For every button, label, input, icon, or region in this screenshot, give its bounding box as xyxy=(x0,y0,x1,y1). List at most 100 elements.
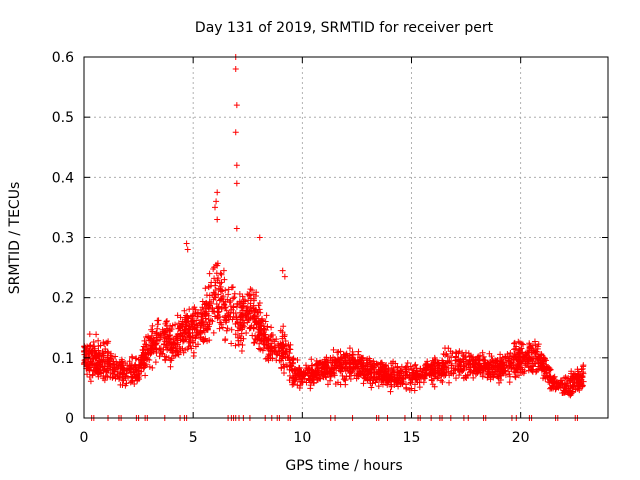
data-point xyxy=(289,381,296,388)
data-point xyxy=(424,358,431,365)
data-point xyxy=(370,358,377,365)
data-point xyxy=(239,303,246,310)
data-point xyxy=(132,363,139,370)
data-point xyxy=(367,370,374,377)
data-point-spike xyxy=(232,129,239,136)
data-point xyxy=(434,367,441,374)
data-point xyxy=(175,320,182,327)
data-point xyxy=(87,342,94,349)
data-points xyxy=(81,54,587,421)
data-point xyxy=(394,369,401,376)
data-point xyxy=(442,351,449,358)
data-point xyxy=(290,356,297,363)
data-point xyxy=(409,376,416,382)
data-point xyxy=(237,316,244,323)
data-point xyxy=(358,357,365,364)
x-tick-label: 0 xyxy=(80,430,89,446)
data-point xyxy=(417,368,424,375)
data-point xyxy=(213,270,220,277)
data-point xyxy=(451,367,458,374)
data-point xyxy=(228,326,235,333)
data-point xyxy=(166,336,173,343)
data-point-spike xyxy=(183,240,190,247)
data-point xyxy=(458,359,465,366)
data-point xyxy=(188,319,195,326)
data-point xyxy=(516,350,523,357)
data-point xyxy=(272,344,279,351)
data-point xyxy=(538,364,545,371)
data-point xyxy=(142,372,149,379)
data-point xyxy=(282,337,289,344)
data-point-spike xyxy=(256,234,263,241)
data-point xyxy=(330,346,337,353)
data-point-spike xyxy=(279,267,286,274)
data-point xyxy=(206,302,213,309)
data-point xyxy=(435,359,442,366)
data-point xyxy=(304,366,311,373)
data-point xyxy=(187,342,194,349)
data-point xyxy=(533,355,540,362)
data-point xyxy=(547,366,554,373)
data-point-spike xyxy=(232,66,239,73)
data-point-spike xyxy=(184,246,191,253)
data-point xyxy=(109,373,116,380)
data-point xyxy=(466,369,473,376)
data-point xyxy=(375,383,382,390)
data-point-spike xyxy=(214,189,221,196)
data-point xyxy=(190,349,197,356)
data-point xyxy=(220,267,227,274)
data-point xyxy=(145,347,152,354)
data-point xyxy=(414,371,421,378)
data-point xyxy=(232,331,239,338)
data-point xyxy=(424,363,431,370)
data-point xyxy=(251,308,258,315)
data-point xyxy=(408,385,415,392)
data-point xyxy=(287,362,294,369)
data-point xyxy=(157,330,164,337)
data-point xyxy=(206,270,213,277)
data-point xyxy=(227,303,234,310)
data-point xyxy=(444,359,451,366)
data-point xyxy=(238,347,245,354)
data-point xyxy=(194,313,201,320)
data-point xyxy=(294,356,301,363)
data-point xyxy=(112,353,119,360)
data-point xyxy=(206,302,213,309)
data-point xyxy=(218,271,225,278)
data-point xyxy=(163,353,170,360)
data-point xyxy=(297,382,304,389)
data-point xyxy=(422,375,429,382)
data-point xyxy=(245,291,252,298)
data-point xyxy=(258,323,265,330)
data-point xyxy=(211,290,218,297)
data-point xyxy=(176,325,183,332)
data-point xyxy=(230,295,237,302)
data-point xyxy=(507,350,514,357)
data-point xyxy=(117,381,124,388)
data-point xyxy=(215,285,222,292)
data-point xyxy=(222,319,229,326)
data-point xyxy=(152,359,159,366)
data-point xyxy=(268,324,275,331)
data-point xyxy=(366,355,373,362)
data-point xyxy=(247,325,254,332)
data-point xyxy=(315,364,322,371)
data-point xyxy=(101,377,108,384)
data-point xyxy=(428,377,435,384)
data-point xyxy=(534,349,541,356)
data-point xyxy=(127,369,134,376)
y-tick-label: 0 xyxy=(65,411,74,427)
data-point xyxy=(311,380,318,387)
data-point xyxy=(107,361,114,368)
data-point xyxy=(454,363,461,370)
data-point xyxy=(442,364,449,371)
data-point xyxy=(498,365,505,372)
data-point xyxy=(235,341,242,348)
data-point xyxy=(85,355,92,362)
data-point xyxy=(261,335,268,342)
data-point xyxy=(238,311,245,318)
data-point xyxy=(426,371,433,378)
data-point xyxy=(497,351,504,358)
data-point xyxy=(441,345,448,352)
